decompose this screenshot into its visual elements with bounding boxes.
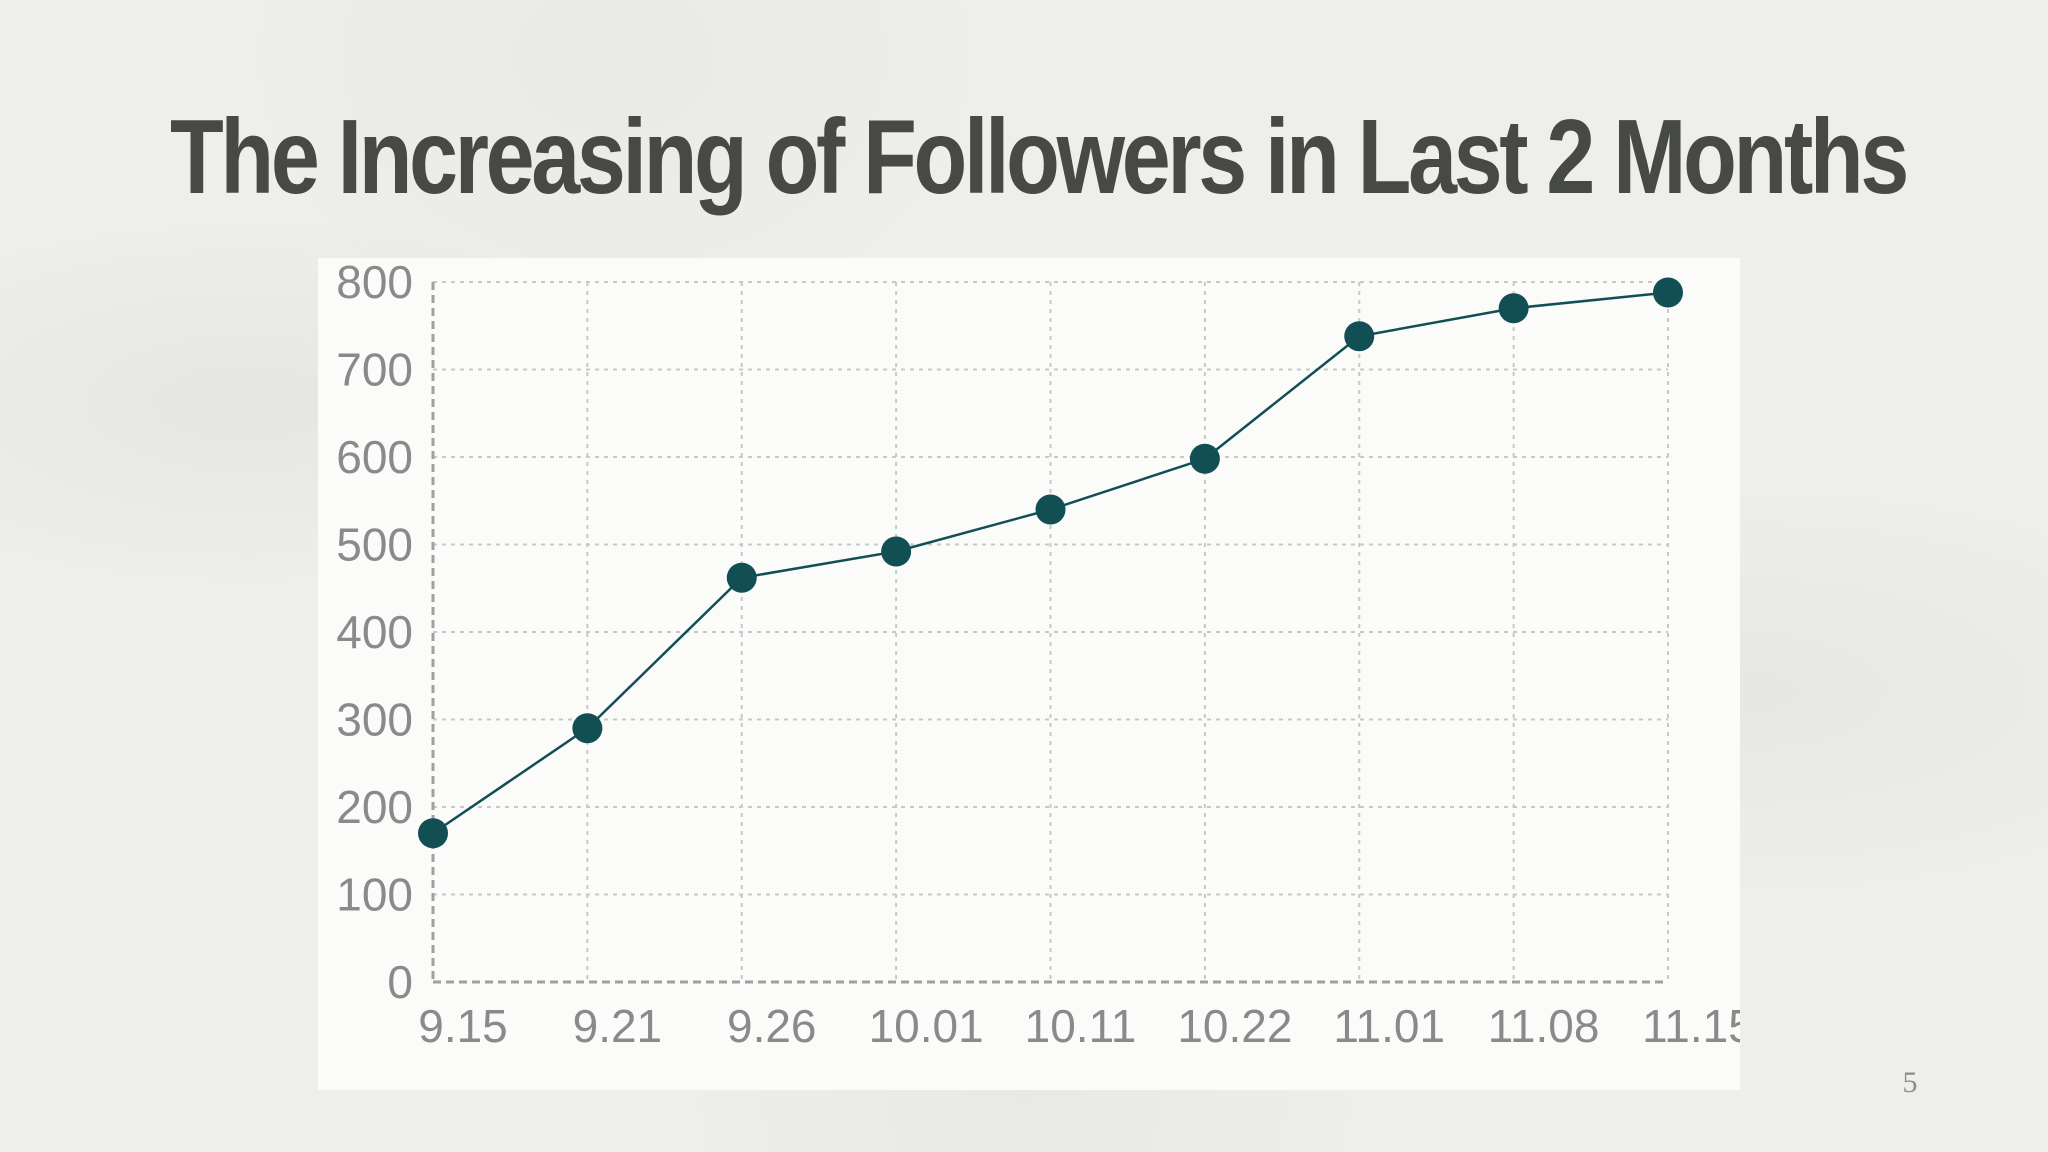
page-number: 5 bbox=[1902, 1066, 1918, 1099]
y-tick-label-300: 300 bbox=[336, 694, 413, 746]
data-point-10.11 bbox=[1035, 494, 1066, 525]
x-tick-label-9.21: 9.21 bbox=[573, 1000, 663, 1052]
data-point-11.15 bbox=[1653, 277, 1683, 308]
y-axis-tick-labels: 0 100 200 300 400 500 600 700 800 bbox=[336, 258, 413, 1008]
data-point-11.08 bbox=[1498, 293, 1529, 324]
y-tick-label-100: 100 bbox=[336, 869, 413, 921]
y-tick-label-800: 800 bbox=[336, 258, 413, 308]
y-tick-label-400: 400 bbox=[336, 606, 413, 658]
slide-title: The Increasing of Followers in Last 2 Mo… bbox=[170, 98, 1909, 216]
data-point-10.22 bbox=[1189, 443, 1220, 474]
x-tick-label-9.26: 9.26 bbox=[727, 1000, 817, 1052]
x-axis-tick-labels: 9.15 9.21 9.26 10.01 10.11 10.22 11.01 11.08 11.… bbox=[418, 1000, 1740, 1052]
x-tick-label-10.11: 10.11 bbox=[1025, 1000, 1137, 1052]
y-tick-label-0: 0 bbox=[387, 956, 413, 1008]
x-tick-label-9.15: 9.15 bbox=[418, 1000, 508, 1052]
followers-line-chart: 0 100 200 300 400 500 600 700 800 9.15 9.21 9.26 10… bbox=[336, 258, 1740, 1052]
y-tick-label-600: 600 bbox=[336, 431, 413, 483]
y-tick-label-200: 200 bbox=[336, 781, 413, 833]
x-tick-label-11.08: 11.08 bbox=[1488, 1000, 1600, 1052]
chart-panel: 0 100 200 300 400 500 600 700 800 9.15 9.21 9.26 10… bbox=[318, 258, 1740, 1090]
series-followers bbox=[418, 277, 1683, 849]
grid-lines bbox=[433, 281, 1669, 982]
data-point-9.21 bbox=[572, 713, 603, 744]
x-tick-label-11.15: 11.15 bbox=[1642, 1000, 1740, 1052]
data-point-9.26 bbox=[726, 562, 757, 593]
data-point-9.15 bbox=[418, 818, 448, 849]
axes bbox=[431, 282, 1668, 984]
x-tick-label-10.22: 10.22 bbox=[1177, 1000, 1292, 1052]
x-tick-label-10.01: 10.01 bbox=[869, 1000, 984, 1052]
data-point-10.01 bbox=[881, 536, 912, 567]
y-tick-label-700: 700 bbox=[336, 344, 413, 396]
y-tick-label-500: 500 bbox=[336, 519, 413, 571]
x-tick-label-11.01: 11.01 bbox=[1333, 1000, 1445, 1052]
data-point-11.01 bbox=[1344, 321, 1375, 352]
